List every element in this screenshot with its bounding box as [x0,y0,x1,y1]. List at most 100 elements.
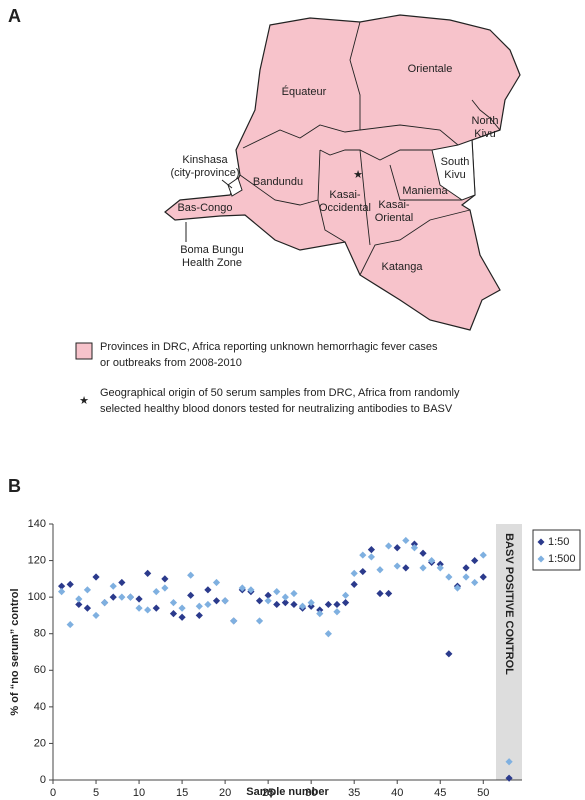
province-label: Bandundu [253,176,303,188]
point [298,602,307,610]
point [92,611,100,620]
origin-star: ★ [353,169,363,181]
point [135,604,143,612]
y-tick-label: 100 [28,591,46,603]
point [126,593,135,601]
x-tick-label: 20 [219,787,231,799]
province-label: Kasai-Occidental [319,189,371,214]
point [178,604,186,612]
point [109,593,117,601]
point [402,564,410,572]
point [350,569,358,577]
point [385,589,393,598]
map: ★ Équateur Orientale North Kivu South Kivu… [164,14,521,331]
legend-label: 1:50 [548,536,569,548]
point [324,600,332,609]
point [255,617,264,625]
point [281,599,289,607]
point [393,562,401,570]
point [92,573,100,581]
point [281,593,289,601]
point [462,573,470,581]
y-tick-label: 120 [28,554,46,566]
x-tick-label: 35 [348,787,360,799]
point [290,600,298,609]
point [152,588,160,596]
point [505,758,513,766]
point [161,584,169,592]
panel-label: A [8,6,21,26]
point [212,597,221,605]
point [83,604,92,612]
point [118,578,126,587]
point [471,578,479,587]
point [212,578,221,587]
point [479,551,487,559]
y-tick-label: 40 [34,701,46,713]
y-axis-label: % of “no serum” control [9,588,21,715]
point [359,551,367,559]
point [58,588,66,596]
x-tick-label: 30 [305,787,317,799]
y-tick-label: 80 [34,628,46,640]
point [169,610,178,618]
kinshasa-area [227,177,243,197]
legend-box [532,529,581,571]
y-tick-label: 20 [34,737,46,749]
point [376,566,384,574]
point [367,546,376,554]
point [109,582,117,590]
x-tick-label: 0 [50,787,56,799]
province-label: North Kivu [472,115,499,140]
point [350,580,358,588]
point [161,575,169,583]
x-tick-label: 40 [391,787,403,799]
point [238,584,246,592]
point [290,589,298,598]
legend-label: 1:500 [548,553,576,565]
point [58,582,66,590]
point [273,600,281,609]
y-tick-label: 60 [34,664,46,676]
province-label: Maniema [402,185,448,197]
point [333,600,341,609]
x-tick-label: 5 [93,787,99,799]
point [505,774,513,782]
point [204,586,212,594]
province-label: Orientale [408,63,453,75]
province-label: Kasai-Oriental [375,199,414,224]
point [316,606,324,614]
point [135,595,143,603]
legend-star: ★ [79,395,89,407]
point [402,536,410,545]
province-label: Bas-Congo [177,202,232,214]
point [144,606,152,614]
point [101,599,109,607]
point [419,549,427,557]
point [367,553,376,561]
point [178,613,186,621]
point [479,573,487,581]
point [195,611,203,620]
point [66,580,74,588]
point [118,593,126,601]
point [195,602,203,610]
legend-marker [537,538,545,546]
point [264,591,272,599]
point [204,600,212,609]
point [445,650,453,658]
annotation: BASV POSITIVE CONTROL [503,533,515,675]
point [333,608,341,616]
province-label: Katanga [382,261,424,273]
point [66,620,74,629]
point [307,599,315,607]
y-tick-label: 0 [40,774,46,786]
province-label: Équateur [282,85,327,98]
x-tick-label: 15 [176,787,188,799]
point [410,544,419,552]
borders [239,21,501,276]
point [75,595,83,603]
point [471,556,479,565]
